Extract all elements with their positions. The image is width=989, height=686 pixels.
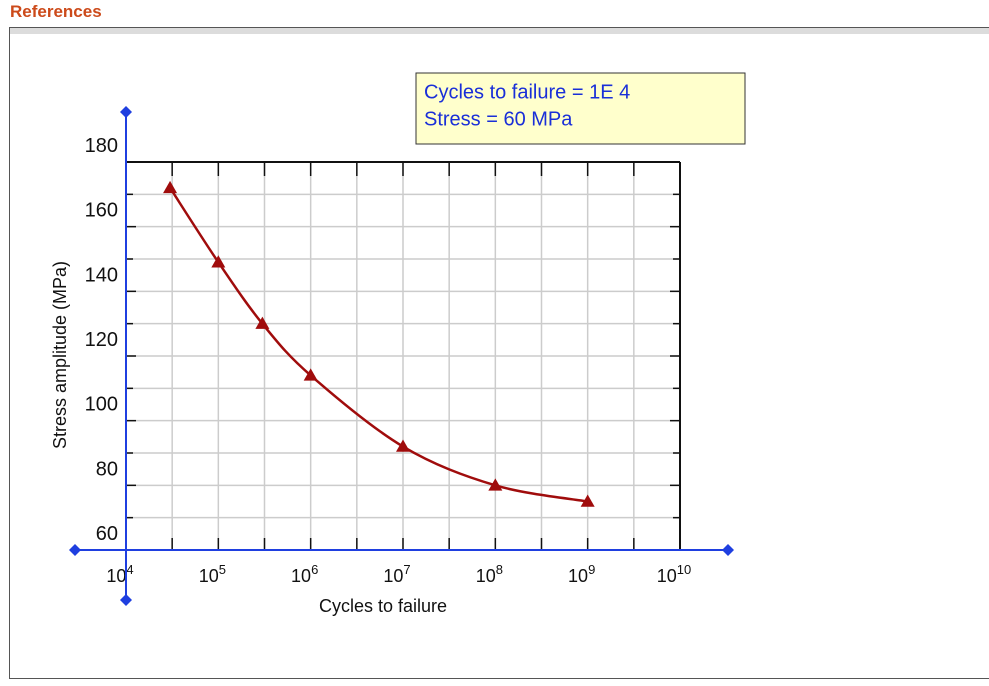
series-line <box>169 187 588 503</box>
x-axis-right-handle[interactable] <box>722 544 734 556</box>
data-point-marker <box>396 439 410 452</box>
readout-cycles: Cycles to failure = 1E 4 <box>424 81 630 103</box>
tick-marks <box>125 161 681 551</box>
y-tick-label: 60 <box>96 523 118 545</box>
axis-lines <box>75 112 728 600</box>
y-tick-label: 120 <box>85 329 118 351</box>
y-tick-labels: 60 80 100 120 140 160 180 <box>85 135 118 545</box>
data-point-marker <box>303 368 318 381</box>
data-point-marker <box>163 180 178 194</box>
x-tick-label: 1010 <box>657 562 692 586</box>
x-axis-left-handle[interactable] <box>69 544 81 556</box>
y-tick-label: 140 <box>85 264 118 286</box>
x-tick-label: 109 <box>568 562 595 586</box>
data-point-marker <box>488 478 503 491</box>
panel-top-bar <box>10 28 989 34</box>
grid <box>126 162 680 550</box>
x-tick-label: 104 <box>106 562 133 586</box>
y-tick-label: 80 <box>96 458 118 480</box>
x-tick-label: 108 <box>476 562 503 586</box>
x-tick-labels: 104 105 106 107 108 109 1010 <box>106 562 691 586</box>
readout-box: Cycles to failure = 1E 4 Stress = 60 MPa <box>415 72 746 145</box>
x-tick-label: 106 <box>291 562 318 586</box>
readout-stress: Stress = 60 MPa <box>424 108 573 130</box>
references-link[interactable]: References <box>10 2 102 21</box>
data-point-marker <box>580 494 595 507</box>
y-tick-label: 160 <box>85 200 118 222</box>
x-axis-title: Cycles to failure <box>319 596 447 616</box>
x-tick-label: 107 <box>383 562 410 586</box>
y-axis-bottom-handle[interactable] <box>120 594 132 606</box>
y-axis-top-handle[interactable] <box>120 106 132 118</box>
y-tick-label: 100 <box>85 394 118 416</box>
x-tick-label: 105 <box>199 562 226 586</box>
data-point-marker <box>255 316 270 329</box>
data-point-marker <box>211 255 226 268</box>
y-axis-title: Stress amplitude (MPa) <box>50 261 70 449</box>
series <box>163 180 595 507</box>
y-tick-label: 180 <box>85 135 118 157</box>
axis-handles[interactable] <box>69 106 734 606</box>
